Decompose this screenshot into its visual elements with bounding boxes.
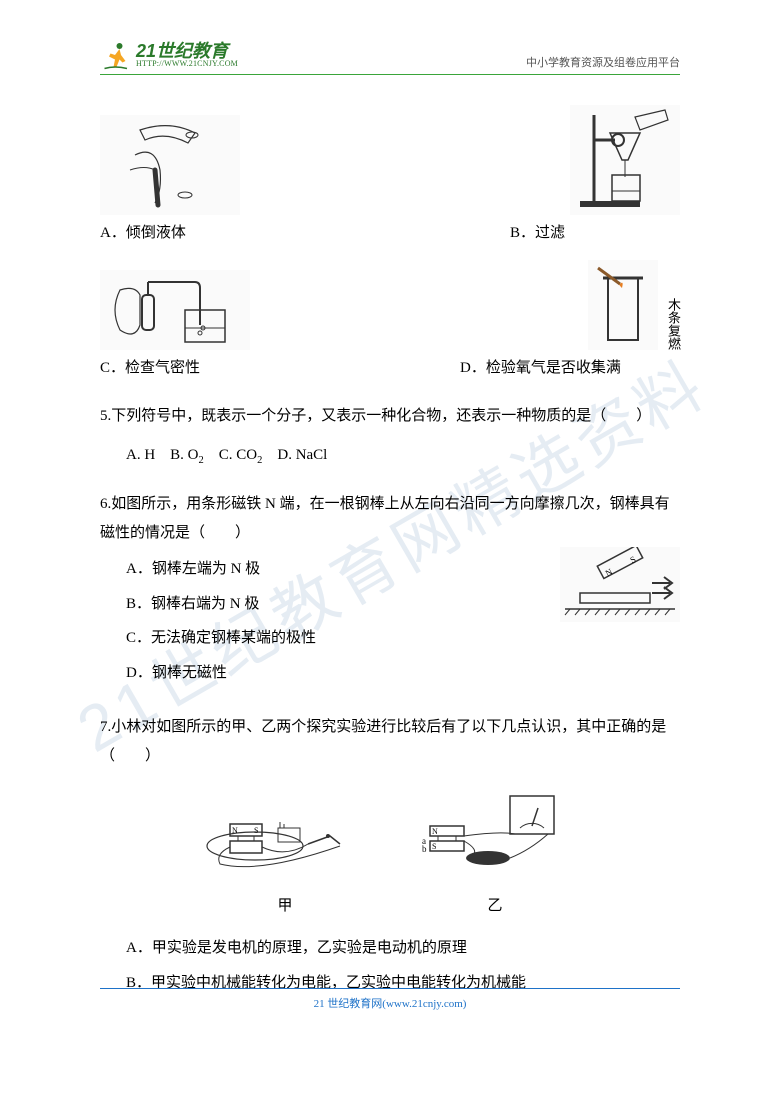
figure-filter — [570, 105, 680, 215]
q5-optB: B. O2 — [170, 447, 204, 463]
page-header: 21世纪教育 HTTP://WWW.21CNJY.COM 中小学教育资源及组卷应… — [100, 40, 680, 75]
question-5: 5.下列符号中，既表示一个分子，又表示一种化合物，还表示一种物质的是（ ） A.… — [100, 402, 680, 470]
q6-stem: 6.如图所示，用条形磁铁 N 端，在一根钢棒上从左向右沿同一方向摩擦几次，钢棒具… — [100, 490, 680, 547]
question-6: 6.如图所示，用条形磁铁 N 端，在一根钢棒上从左向右沿同一方向摩擦几次，钢棒具… — [100, 490, 680, 693]
svg-text:N: N — [232, 826, 238, 835]
page-footer: 21 世纪教育网(www.21cnjy.com) — [100, 988, 680, 1011]
q4-optD-label: D．检验氧气是否收集满 — [460, 354, 680, 383]
q4-optB-label: B．过滤 — [510, 219, 680, 248]
q5-optD: D. NaCl — [277, 447, 327, 463]
figure-experiment-jia: N S 甲 — [200, 786, 370, 920]
q7-fig-right-label: 乙 — [410, 892, 580, 921]
logo-main-text: 21世纪教育 — [136, 42, 238, 60]
q4-row-2: 木条复燃 — [100, 260, 680, 350]
figure-airtight-check — [100, 270, 250, 350]
runner-icon — [100, 40, 130, 70]
svg-text:N: N — [604, 567, 615, 579]
figure-experiment-yi: N S ab 乙 — [410, 786, 580, 920]
q5-options: A. H B. O2 C. CO2 D. NaCl — [100, 441, 680, 471]
q6-optD: D．钢棒无磁性 — [126, 659, 680, 688]
svg-text:N: N — [432, 827, 438, 836]
q7-optA: A．甲实验是发电机的原理，乙实验是电动机的原理 — [126, 934, 680, 963]
q4-optD-side-text: 木条复燃 — [666, 298, 680, 350]
svg-text:b: b — [422, 844, 427, 854]
q4-optA-label: A．倾倒液体 — [100, 219, 186, 248]
figure-magnet-rub: N S — [560, 547, 680, 622]
svg-text:S: S — [432, 842, 436, 851]
question-7: 7.小林对如图所示的甲、乙两个探究实验进行比较后有了以下几点认识，其中正确的是（… — [100, 713, 680, 997]
logo-sub-text: HTTP://WWW.21CNJY.COM — [136, 60, 238, 68]
logo-block: 21世纪教育 HTTP://WWW.21CNJY.COM — [100, 40, 238, 70]
q7-stem: 7.小林对如图所示的甲、乙两个探究实验进行比较后有了以下几点认识，其中正确的是（… — [100, 713, 680, 770]
q5-stem: 5.下列符号中，既表示一个分子，又表示一种化合物，还表示一种物质的是（ ） — [100, 402, 680, 431]
q4-row-1 — [100, 105, 680, 215]
svg-text:S: S — [254, 826, 258, 835]
header-subtitle: 中小学教育资源及组卷应用平台 — [526, 54, 680, 70]
content-area: A．倾倒液体 B．过滤 — [100, 105, 680, 997]
figure-pour-liquid — [100, 115, 240, 215]
q6-optC: C．无法确定钢棒某端的极性 — [126, 624, 680, 653]
q7-fig-left-label: 甲 — [200, 892, 370, 921]
svg-text:S: S — [628, 555, 637, 566]
q5-optC: C. CO2 — [219, 447, 263, 463]
page-container: 21世纪教育 HTTP://WWW.21CNJY.COM 中小学教育资源及组卷应… — [0, 0, 780, 1033]
q4-optC-label: C．检查气密性 — [100, 354, 200, 383]
figure-oxygen-test — [588, 260, 658, 350]
q5-optA: A. H — [126, 447, 155, 463]
